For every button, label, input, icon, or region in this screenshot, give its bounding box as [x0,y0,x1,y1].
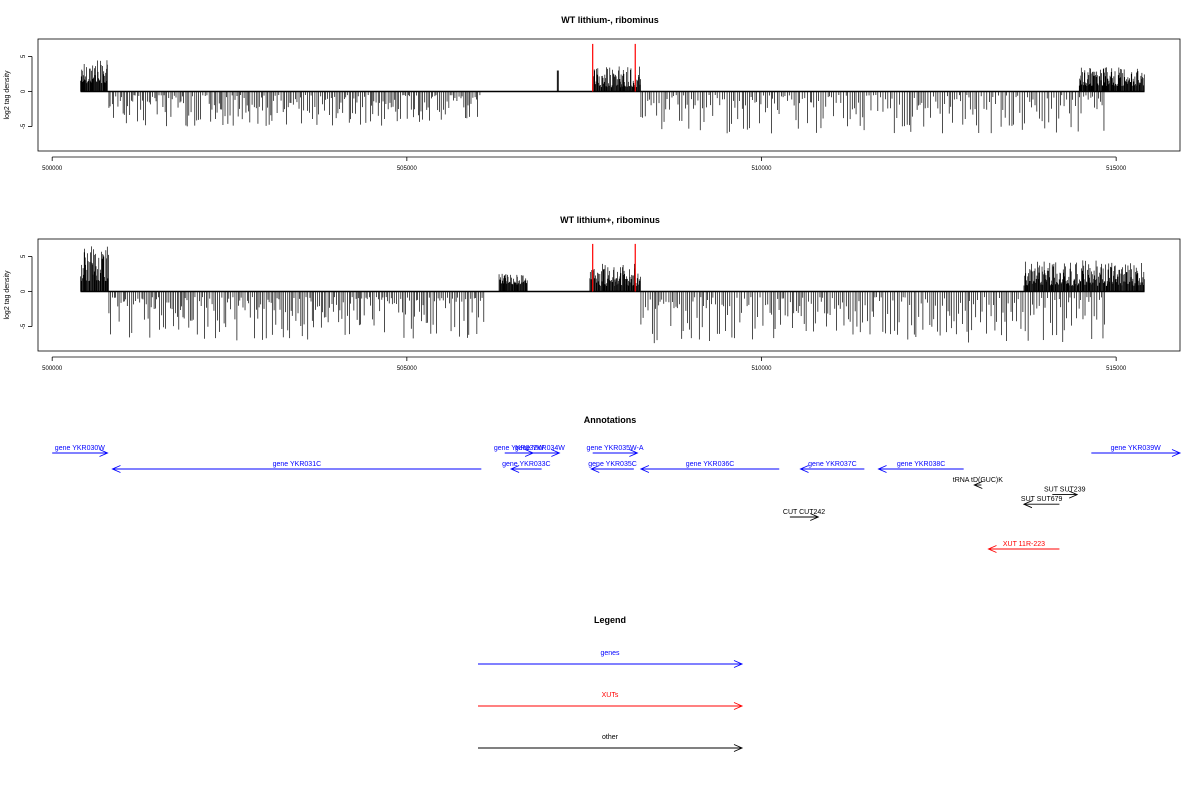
annotation-label: gene YKR033C [502,461,551,468]
panel-title: WT lithium+, ribominus [560,215,660,225]
legend-arrow-head [733,744,744,752]
legend-title: Legend [594,615,626,625]
plot-frame [37,238,1181,352]
annotation-arrow-head [1068,490,1079,499]
y-tick-label: -5 [21,323,27,329]
annotation-label: gene YKR038C [897,461,946,468]
x-tick-label: 505000 [397,166,418,172]
annotation-arrow-head [629,449,639,457]
y-axis-label: log2 tag density [4,70,11,120]
annotation-label: gene YKR035W-A [587,445,644,452]
y-axis-label: log2 tag density [4,270,11,320]
track-panel-lithium-minus: WT lithium-, ribominus -5 0 5 log2 tag densi… [4,15,1181,172]
plot-frame [37,38,1181,152]
x-tick-label: 500000 [42,366,63,372]
annotation-arrow-head [590,465,600,473]
x-tick-label: 510000 [751,166,772,172]
annotation-arrow-head [99,449,109,457]
annotation-label: gene YKR031C [273,461,322,468]
annotation-arrow-head [1022,500,1033,509]
annotation-label: SUT SUT679 [1021,496,1063,503]
track-panel-lithium-plus: WT lithium+, ribominus -5 0 5 log2 tag densi… [4,215,1181,372]
panel-title: WT lithium-, ribominus [561,15,659,25]
legend-panel: Legend genes XUTs other [478,615,744,752]
x-tick-label: 515000 [1106,166,1127,172]
annotations-panel: Annotations gene YKR030W gene YKR031C gene… [52,415,1182,553]
annotation-arrow-head [810,513,820,521]
annotation-label: gene YKR035C [588,461,637,468]
x-tick-label: 505000 [397,366,418,372]
annotation-label: gene YKR030W [55,445,105,452]
annotation-label: gene YKR034W [515,445,565,452]
annotation-arrow-head [551,449,561,457]
legend-arrow-head [733,702,744,710]
annotation-label: XUT 11R-223 [1003,541,1045,548]
y-tick-label: 5 [21,254,27,258]
annotations-title: Annotations [584,415,637,425]
y-tick-label: -5 [21,123,27,129]
legend-arrow-head [733,660,744,668]
y-tick-label: 0 [21,289,27,293]
legend-label: genes [600,650,620,657]
x-tick-label: 510000 [751,366,772,372]
annotation-arrow-head [639,465,650,473]
y-tick-label: 5 [21,54,27,58]
annotation-arrow-head [799,465,809,473]
annotation-arrow-head [509,465,520,473]
annotation-arrow-head [877,465,887,473]
legend-label: other [602,734,619,741]
annotation-arrow-head [1171,449,1182,457]
x-tick-label: 500000 [42,166,63,172]
annotation-label: gene YKR039W [1111,445,1161,452]
annotation-label: gene YKR037C [808,461,857,468]
annotation-label: gene YKR036C [686,461,735,468]
annotation-arrow-head [111,465,121,473]
x-tick-label: 515000 [1106,366,1127,372]
y-tick-label: 0 [21,89,27,93]
annotation-label: CUT CUT242 [783,509,825,516]
annotation-label: tRNA tD(GUC)K [953,477,1004,484]
annotation-label: SUT SUT239 [1044,487,1086,494]
annotation-label: gene YKR032W [494,445,544,452]
annotation-arrow-head [987,545,997,553]
legend-label: XUTs [602,692,619,699]
annotation-arrow-head [973,481,983,489]
